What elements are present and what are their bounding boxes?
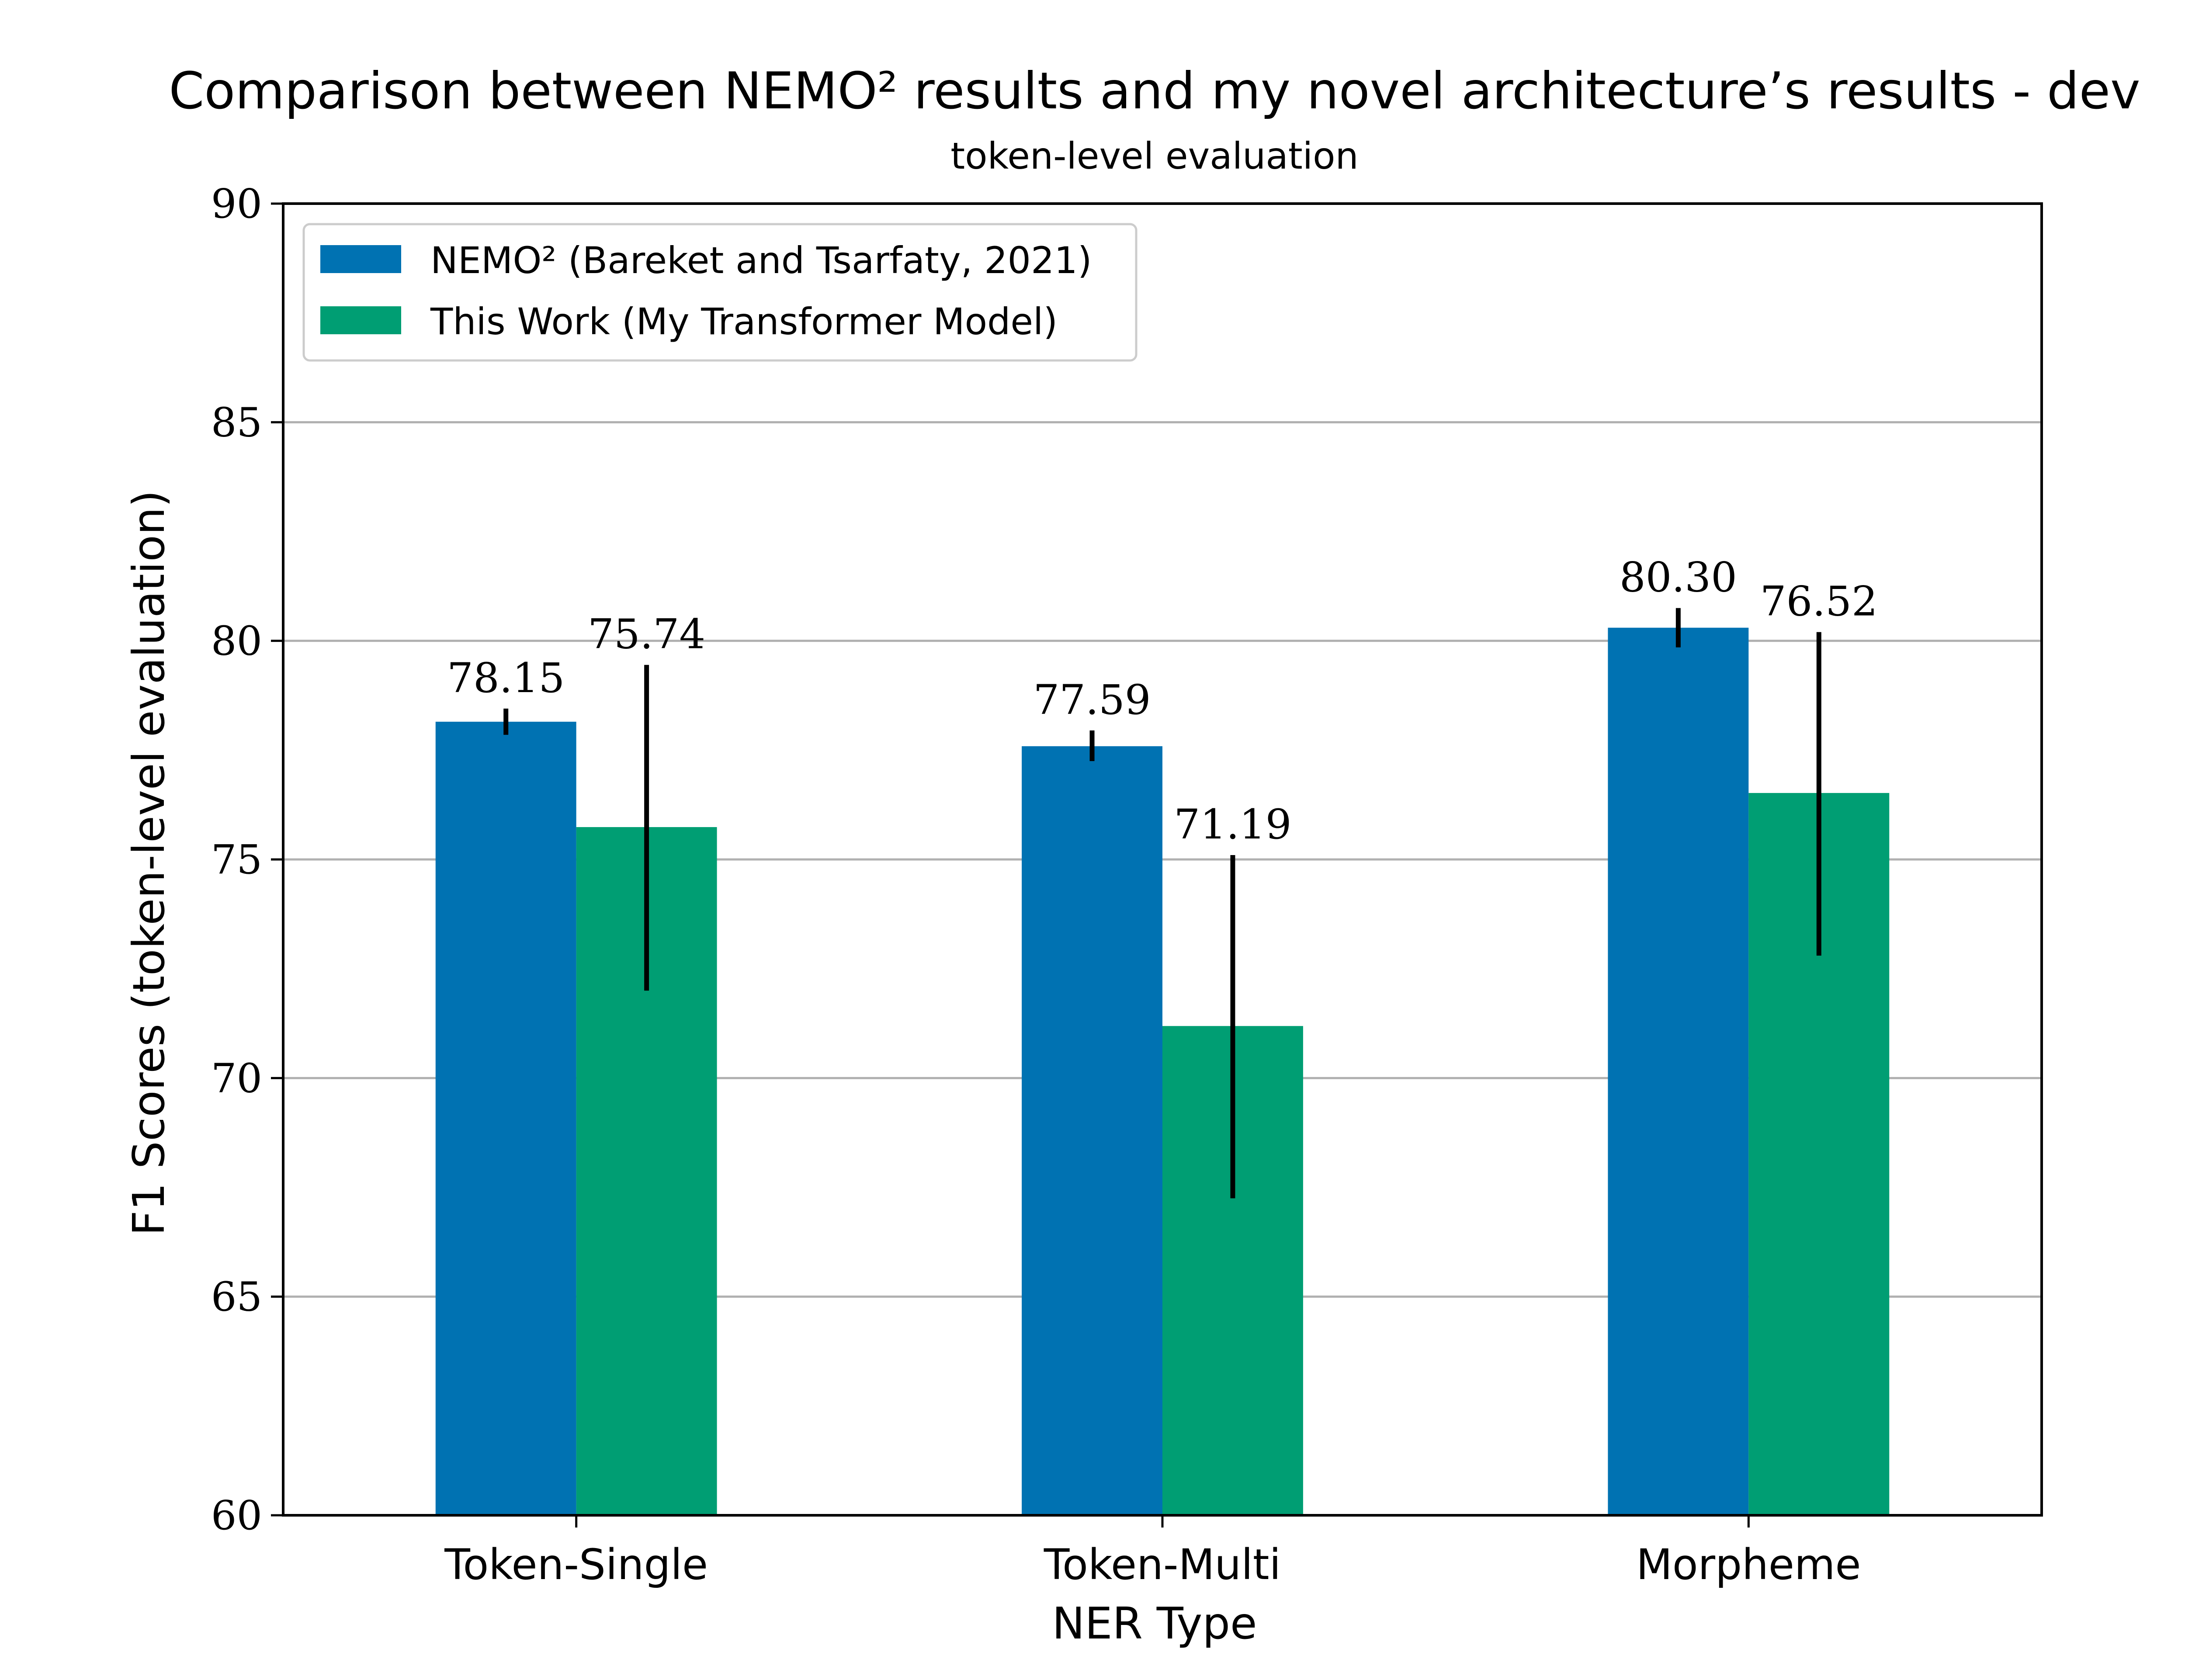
legend: NEMO² (Bareket and Tsarfaty, 2021) This W…	[302, 223, 1138, 362]
legend-label: NEMO² (Bareket and Tsarfaty, 2021)	[430, 239, 1092, 282]
bar-nemo2-token-multi	[1022, 746, 1162, 1515]
y-tick-label: 85	[211, 399, 262, 446]
plot-frame	[282, 202, 2043, 1517]
bar-nemo2-token-single	[435, 721, 576, 1515]
x-tick-label: Token-Single	[444, 1540, 708, 1589]
x-tick-label: Token-Multi	[1044, 1540, 1281, 1589]
legend-swatch	[320, 245, 401, 273]
y-tick-label: 60	[211, 1492, 262, 1539]
chart-text: Comparison between NEMO² results and my …	[123, 62, 2140, 1649]
y-tick-label: 65	[211, 1274, 262, 1320]
y-tick-label: 70	[211, 1055, 262, 1102]
chart-subtitle: token-level evaluation	[950, 135, 1358, 177]
value-label: 71.19	[1174, 801, 1291, 849]
chart-title: Comparison between NEMO² results and my …	[169, 62, 2140, 121]
x-axis-label: NER Type	[1052, 1598, 1257, 1649]
value-label: 78.15	[447, 655, 565, 702]
data-labels: 78.15 77.59 80.30 75.74 71.19 76.52	[447, 554, 1878, 849]
axes: 60 65 70 75 80 85 90 Token-Single Token-Multi Mor…	[211, 180, 2043, 1589]
y-tick-label: 75	[211, 836, 262, 883]
y-tick-label: 80	[211, 618, 262, 665]
y-axis-label: F1 Scores (token-level evaluation)	[123, 490, 174, 1236]
value-label: 76.52	[1760, 578, 1878, 626]
bars	[435, 627, 1890, 1515]
value-label: 75.74	[588, 611, 705, 658]
bar-nemo2-morpheme	[1608, 627, 1749, 1515]
legend-swatch	[320, 306, 401, 334]
value-label: 77.59	[1033, 676, 1151, 724]
y-tick-label: 90	[211, 180, 262, 227]
error-bars	[503, 608, 1821, 1199]
value-label: 80.30	[1620, 554, 1737, 602]
x-tick-label: Morpheme	[1636, 1540, 1861, 1589]
legend-box	[302, 223, 1138, 362]
legend-label: This Work (My Transformer Model)	[430, 300, 1058, 343]
